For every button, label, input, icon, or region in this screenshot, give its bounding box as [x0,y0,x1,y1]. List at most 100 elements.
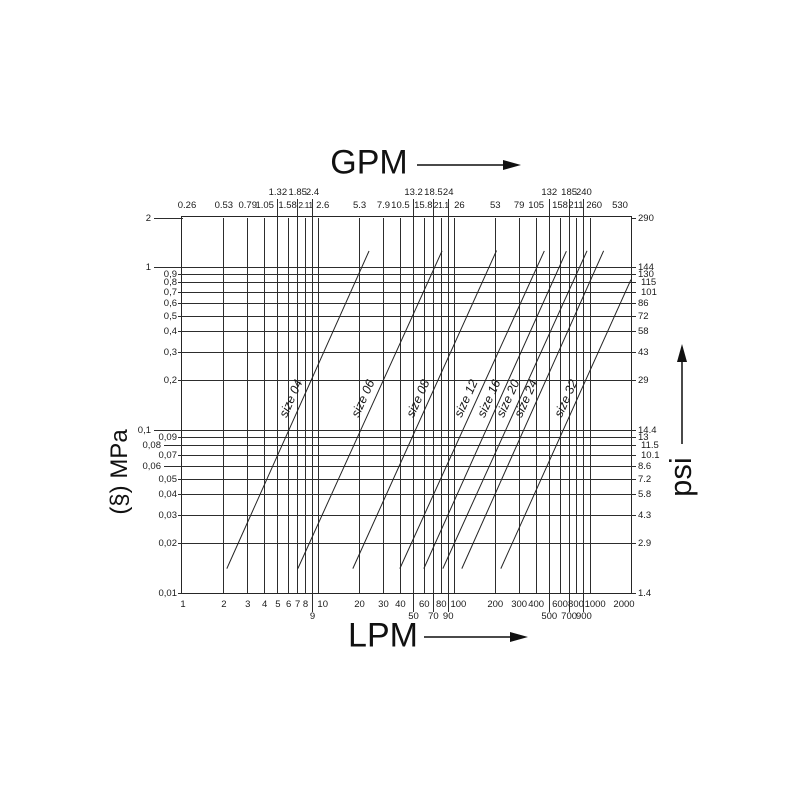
gpm-arrow-shaft [417,164,504,166]
lpm-tick-label: 70 [428,611,439,622]
lpm-tick-leader [312,593,313,612]
mpa-tick-label: 0,04 [158,489,178,501]
gridline-horizontal [178,302,636,304]
psi-tick-label: 7.2 [638,473,652,485]
gridline-vertical [583,218,585,593]
gpm-tick-label: 15.8 [414,200,433,211]
gpm-tick-label: 530 [612,200,628,211]
psi-tick-label: 72 [638,310,649,322]
mpa-tick-label: 0,07 [158,449,178,461]
mpa-tick-label: 0,5 [163,310,177,322]
mpa-tick-label: 0,6 [163,297,177,309]
mpa-tick-label: 0,01 [158,587,178,599]
gpm-tick-leader [583,199,585,218]
gpm-tick-label: 0.26 [177,200,197,211]
psi-tick-label: 290 [638,212,654,224]
lpm-tick-label: 500 [541,611,558,622]
psi-tick-label: 8.6 [638,460,652,472]
gpm-tick-leader [413,199,415,218]
gpm-tick-label: 53 [489,200,501,211]
gridline-horizontal [178,514,636,516]
gpm-tick-label: 211 [568,200,584,211]
gridline-vertical [548,218,550,593]
psi-arrow-icon [677,344,687,362]
mpa-tick-label: 2 [145,212,151,224]
gridline-vertical [318,218,320,593]
lpm-tick-label: 700 [561,611,578,622]
gridline-vertical [589,218,591,593]
gridline-vertical [440,218,442,593]
gridline-vertical [359,218,361,593]
axis-edge-overhang-left [178,592,183,594]
gridline-vertical [453,218,455,593]
gridline-horizontal [178,478,636,480]
lpm-arrow-icon [510,632,528,642]
gpm-tick-label: 185 [561,187,578,198]
lpm-tick-label: 1000 [584,599,606,610]
mpa-tick-label: 0,05 [158,473,178,485]
gridline-horizontal [178,543,636,545]
lpm-tick-label: 9 [309,611,316,622]
gpm-tick-label: 21.1 [433,200,449,210]
gridline-horizontal [178,465,636,467]
mpa-tick-label: 0,7 [163,286,177,298]
gridline-horizontal [178,331,636,333]
gridline-vertical [432,218,434,593]
lpm-tick-leader [432,593,434,612]
gridline-vertical [277,218,279,593]
lpm-tick-label: 30 [378,599,389,610]
mpa-tick-label: 0,3 [163,346,177,358]
gpm-tick-label: 2.6 [316,200,330,211]
gpm-tick-label: 79 [513,200,525,211]
plot-border [181,216,632,594]
lpm-tick-label: 900 [575,611,592,622]
gpm-tick-label: 5.3 [352,200,367,211]
mpa-tick-label: 0,4 [163,326,177,338]
gpm-tick-label: 1.05 [255,200,274,211]
mpa-tick-label: 0,8 [163,277,177,289]
psi-tick-label: 2.9 [638,538,652,550]
psi-tick-label: 86 [638,297,649,309]
mpa-tick-label: 0,1 [137,424,151,436]
lpm-tick-leader [548,593,550,612]
gpm-tick-leader [568,199,570,218]
gridline-horizontal [178,454,636,456]
gridline-vertical [382,218,384,593]
gridline-horizontal [178,266,636,268]
gpm-tick-label: 260 [586,200,603,211]
mpa-tick-label: 0,08 [142,440,162,452]
lpm-tick-label: 3 [245,599,251,610]
gridline-vertical [559,218,561,593]
lpm-tick-leader [447,593,449,612]
gpm-tick-leader [432,199,434,218]
mpa-tick-leader [154,266,183,268]
lpm-axis-title: LPM [348,616,418,655]
mpa-tick-label: 0,02 [158,538,178,550]
lpm-tick-label: 600 [552,599,568,610]
gridline-horizontal [178,494,636,496]
axis-edge-overhang-right [631,217,636,219]
lpm-tick-label: 7 [295,599,301,610]
gridline-vertical [312,218,313,593]
gpm-tick-label: 10.5 [391,200,410,211]
gpm-tick-label: 24 [442,187,454,198]
gridline-vertical [223,218,225,593]
gpm-tick-label: 1.58 [278,200,297,211]
psi-tick-label: 1.4 [638,587,652,599]
gpm-tick-label: 7.9 [376,200,391,211]
psi-tick-label: 5.8 [638,489,652,501]
lpm-tick-label: 300 [511,599,528,610]
lpm-tick-label: 6 [285,599,292,610]
psi-tick-label: 115 [641,277,657,289]
gpm-axis-title: GPM [330,143,408,182]
gridline-vertical [576,218,578,593]
mpa-tick-label: 0,9 [163,269,177,281]
gridline-vertical [568,218,570,593]
gridline-vertical [535,218,537,593]
gridline-vertical [518,218,520,593]
psi-tick-label: 11.5 [641,440,659,452]
gridline-vertical [305,218,307,593]
psi-tick-label: 58 [638,326,649,338]
gridline-vertical [264,218,266,593]
